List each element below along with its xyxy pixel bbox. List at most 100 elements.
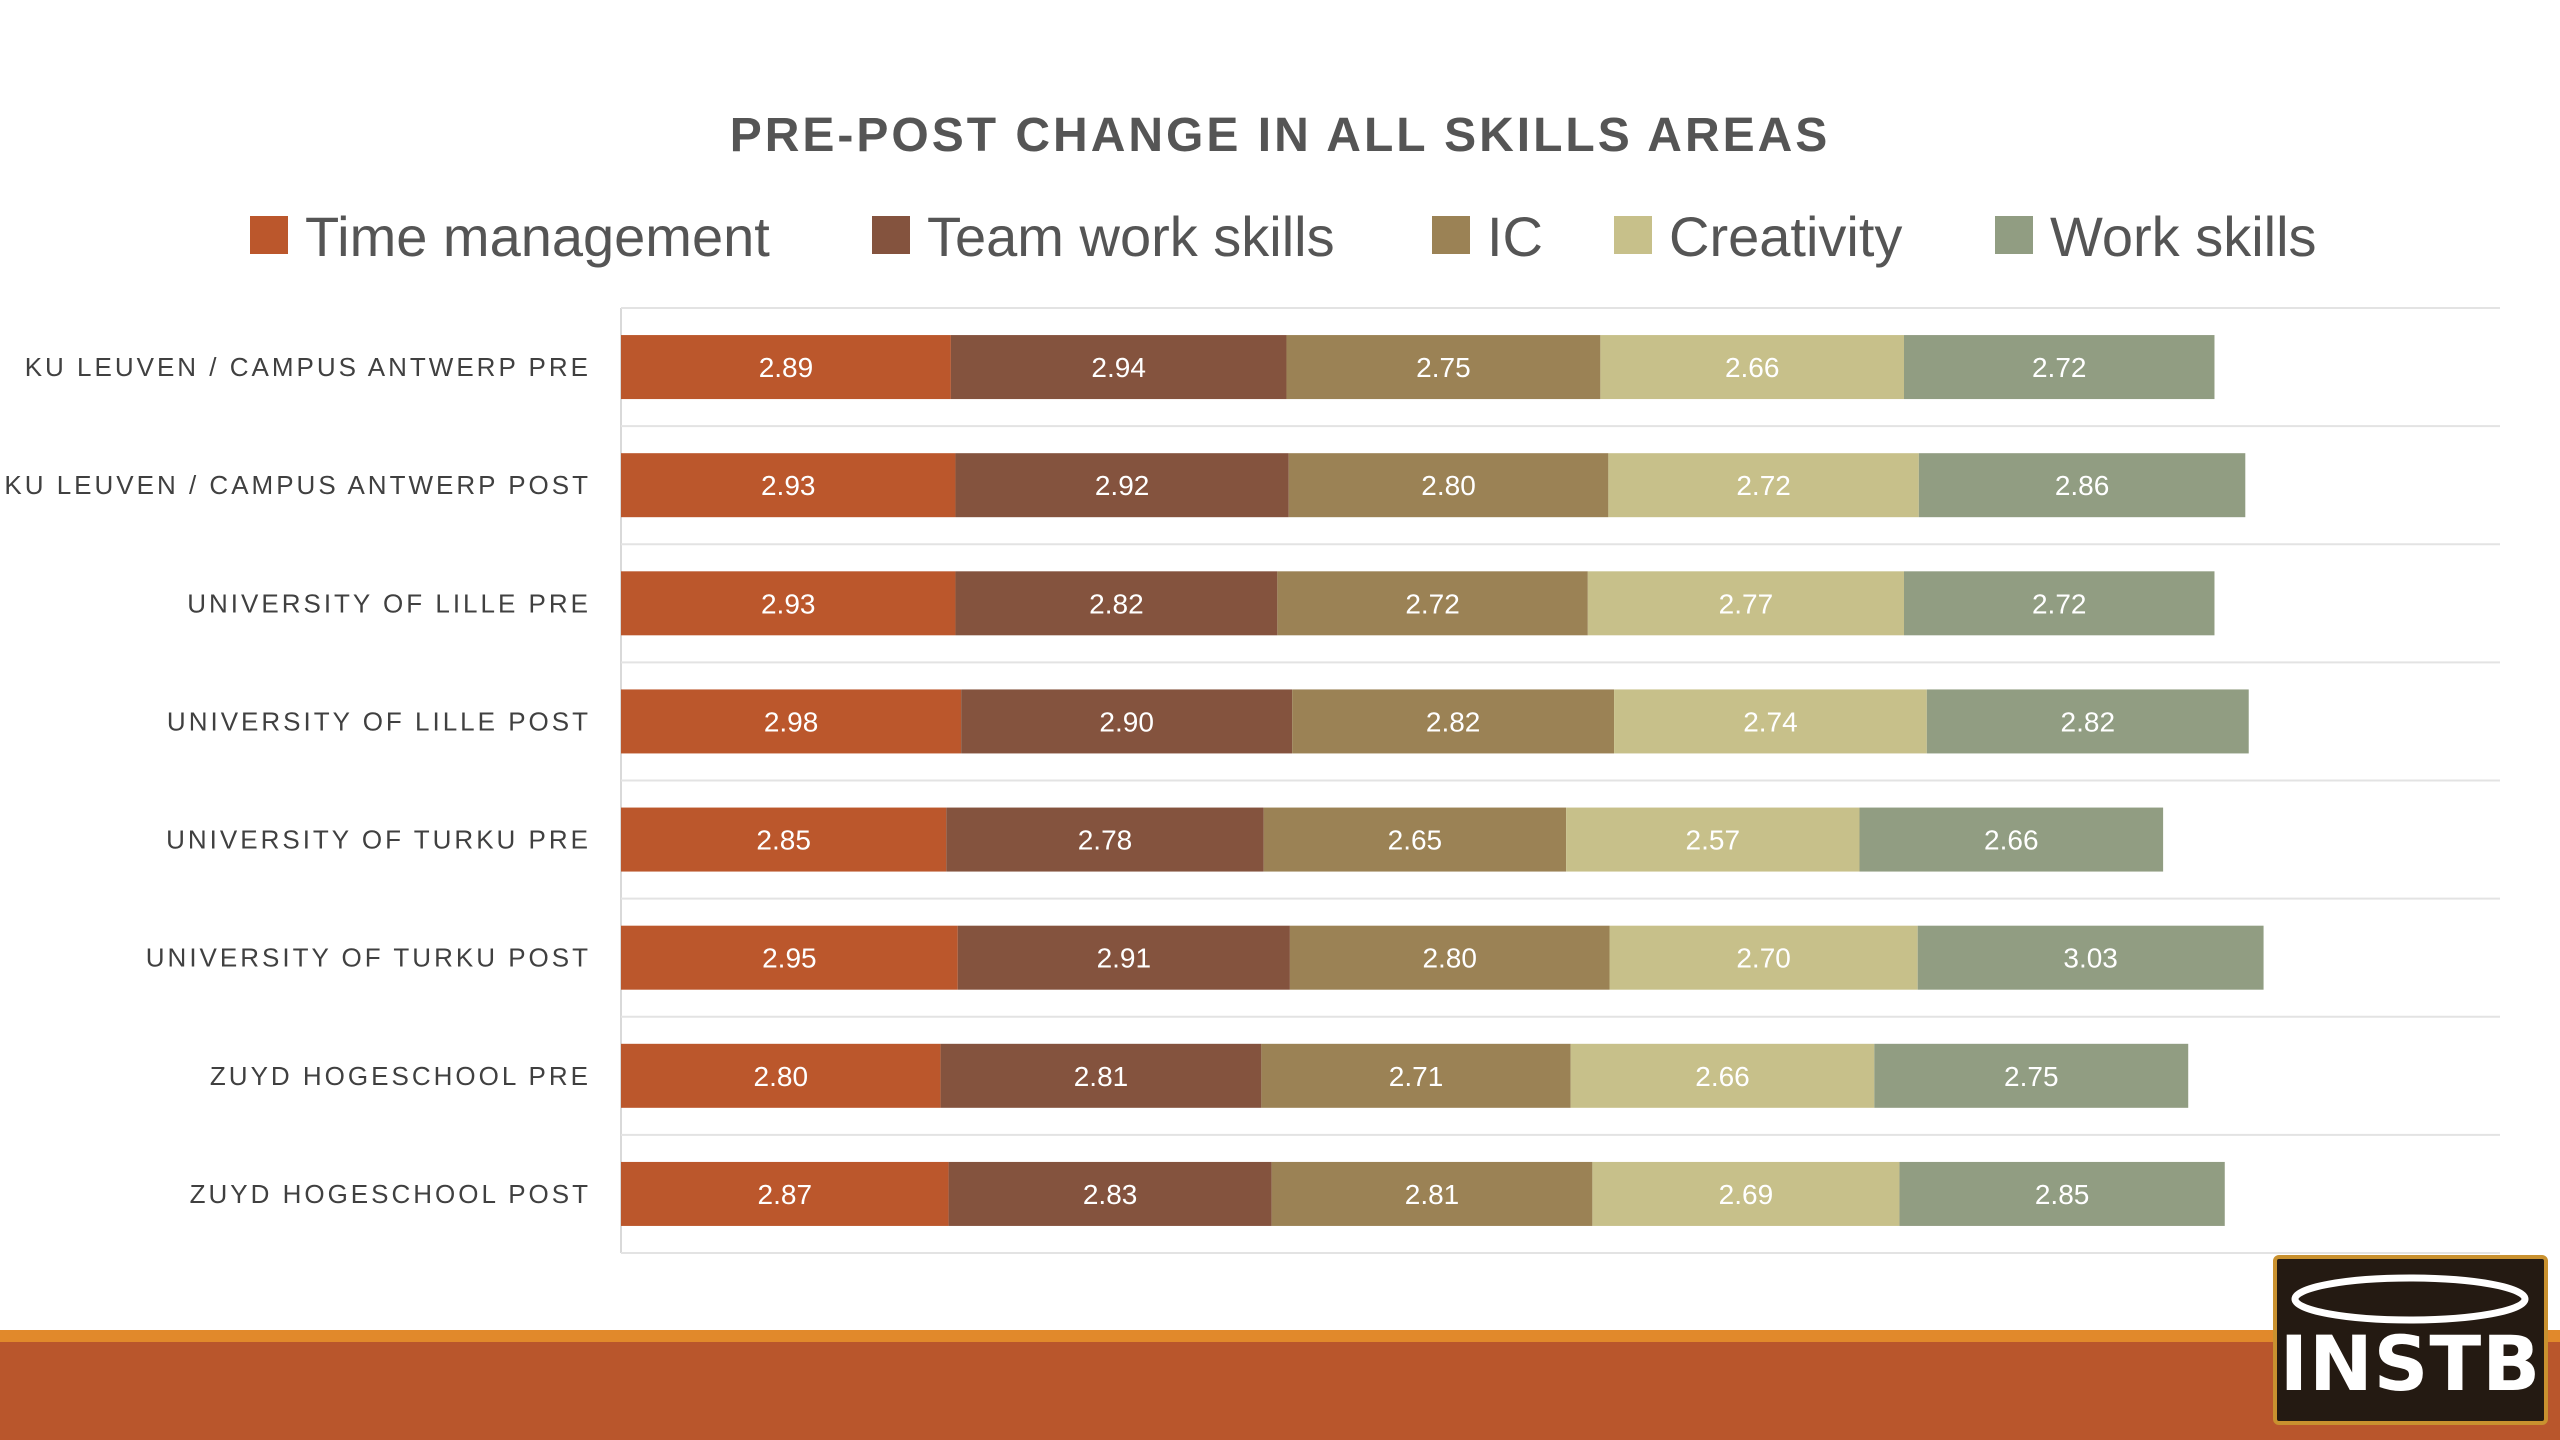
category-label: UNIVERSITY OF TURKU POST [146,943,591,973]
data-label: 2.94 [1091,352,1146,383]
logo-text: INSTB [2279,1319,2542,1408]
data-label: 2.78 [1078,825,1133,856]
data-label: 2.82 [1426,706,1481,737]
bar-segment [621,689,962,754]
bar-segment [1859,807,2164,872]
data-label: 2.85 [2035,1179,2090,1210]
bar-segment [940,1043,1262,1108]
bar-segment [1288,453,1609,518]
data-label: 2.81 [1074,1061,1129,1092]
legend: Time management Team work skills IC Creativ… [250,205,2317,268]
bar-segment [621,807,947,872]
data-label: 2.75 [1416,352,1471,383]
bar-segment [1904,571,2215,636]
data-label: 2.72 [1405,588,1460,619]
category-label: UNIVERSITY OF TURKU PRE [166,825,591,855]
data-label: 3.03 [2063,943,2118,974]
bar-segment [957,925,1290,990]
legend-swatch [1995,216,2033,254]
category-label: UNIVERSITY OF LILLE PRE [187,588,591,618]
bar-segment [1609,925,1918,990]
stacked-bar-chart: PRE-POST CHANGE IN ALL SKILLS AREAS Time… [4,109,2500,1254]
bar-segment [1289,925,1610,990]
footer-accent-line [0,1330,2560,1342]
category-label: KU LEUVEN / CAMPUS ANTWERP PRE [25,352,591,382]
bar-segment [961,689,1293,754]
bar-segment [1600,335,1905,400]
bar-segment [621,335,951,400]
legend-label: IC [1487,205,1543,268]
data-label: 2.65 [1388,825,1443,856]
category-label: KU LEUVEN / CAMPUS ANTWERP POST [4,470,591,500]
data-label: 2.80 [1422,943,1477,974]
bar-segment [1926,689,2249,754]
legend-label: Time management [305,205,770,268]
legend-swatch [1614,216,1652,254]
bar-segment [1904,335,2215,400]
data-label: 2.82 [1089,588,1144,619]
data-label: 2.71 [1389,1061,1444,1092]
data-label: 2.80 [754,1061,809,1092]
data-label: 2.86 [2055,470,2110,501]
data-label: 2.72 [1736,470,1791,501]
bar-segment [1286,335,1601,400]
data-label: 2.98 [764,706,819,737]
bar-segment [955,453,1289,518]
data-label: 2.70 [1736,943,1791,974]
legend-swatch [1432,216,1470,254]
category-label: ZUYD HOGESCHOOL POST [190,1179,591,1209]
bar-segment [1874,1043,2189,1108]
bar-segment [621,1161,949,1226]
category-label: ZUYD HOGESCHOOL PRE [210,1061,591,1091]
data-label: 2.57 [1686,825,1741,856]
bar-segment [1261,1043,1571,1108]
data-label: 2.66 [1725,352,1780,383]
bar-segment [1917,925,2264,990]
bar-segment [950,335,1287,400]
bar-segment [1614,689,1927,754]
bar-segment [955,571,1278,636]
chart-title: PRE-POST CHANGE IN ALL SKILLS AREAS [730,109,1831,162]
data-label: 2.77 [1719,588,1774,619]
data-label: 2.85 [756,825,811,856]
data-label: 2.83 [1083,1179,1138,1210]
data-label: 2.75 [2004,1061,2059,1092]
bar-segment [1592,1161,1900,1226]
bar-segment [946,807,1264,872]
legend-swatch [250,216,288,254]
data-label: 2.82 [2061,706,2116,737]
bar-segment [1277,571,1588,636]
bar-segment [1608,453,1919,518]
data-label: 2.72 [2032,352,2087,383]
data-label: 2.91 [1097,943,1152,974]
data-label: 2.66 [1695,1061,1750,1092]
bar-segment [1271,1161,1593,1226]
bar-segment [948,1161,1272,1226]
bar-segment [1918,453,2246,518]
bar-segment [1292,689,1615,754]
data-label: 2.89 [759,352,814,383]
legend-label: Team work skills [927,205,1335,268]
bar-segment [621,925,958,990]
halo-icon [2291,1274,2529,1324]
category-label: UNIVERSITY OF LILLE POST [167,706,591,736]
bar-segment [621,453,956,518]
data-label: 2.80 [1421,470,1476,501]
bar-segment [1899,1161,2225,1226]
legend-label: Work skills [2050,205,2317,268]
instb-logo: INSTB [2273,1255,2548,1425]
plot-area: KU LEUVEN / CAMPUS ANTWERP PRE 2.89 2.94 2.… [4,307,2500,1254]
legend-swatch [872,216,910,254]
footer-bar [0,1342,2560,1440]
bar-segment [1566,807,1860,872]
data-label: 2.72 [2032,588,2087,619]
data-label: 2.74 [1743,706,1798,737]
data-label: 2.93 [761,588,816,619]
data-label: 2.90 [1099,706,1154,737]
data-label: 2.81 [1405,1179,1460,1210]
bar-segment [1570,1043,1875,1108]
bar-segment [1263,807,1567,872]
data-label: 2.87 [758,1179,813,1210]
bar-segment [621,1043,941,1108]
data-label: 2.66 [1984,825,2039,856]
